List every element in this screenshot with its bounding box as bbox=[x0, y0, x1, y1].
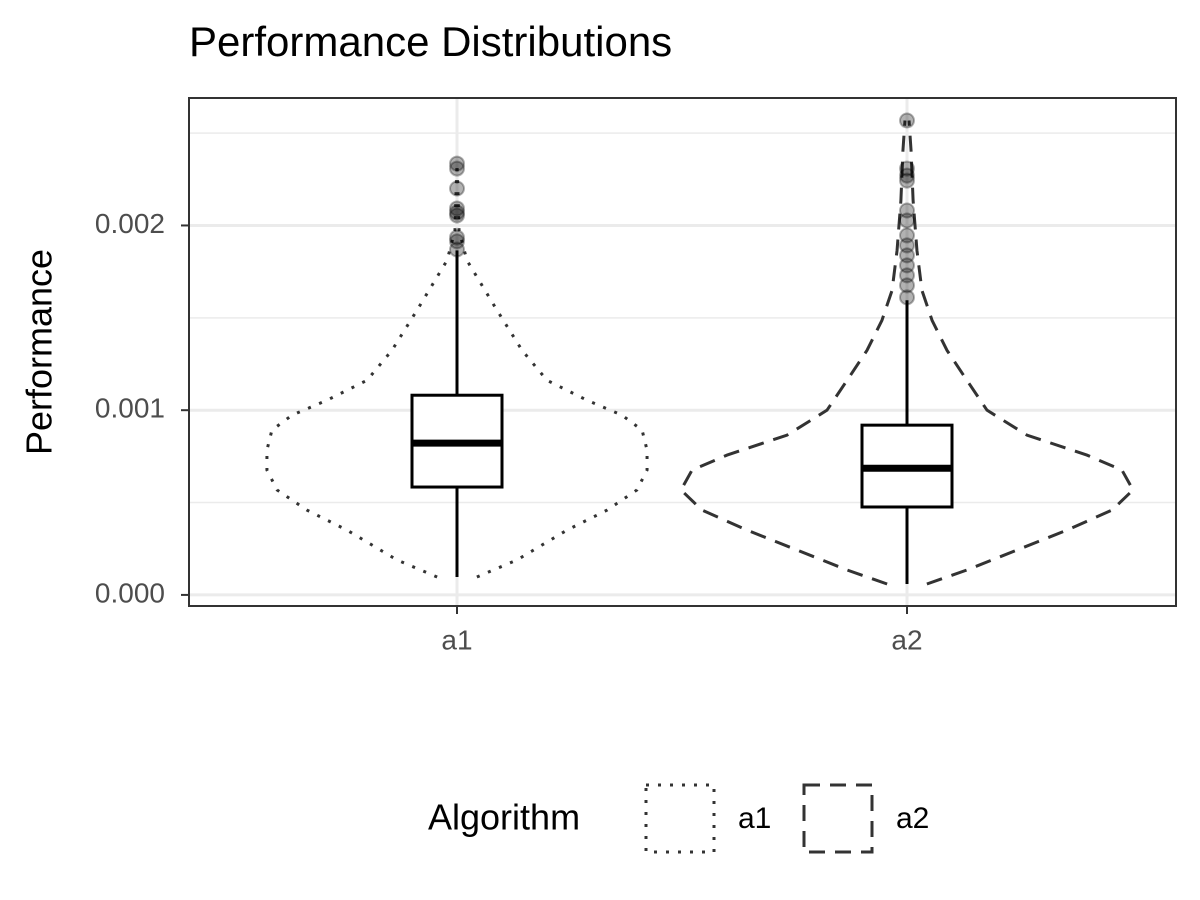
outlier bbox=[899, 257, 915, 274]
outlier bbox=[449, 207, 465, 224]
outlier bbox=[899, 212, 915, 229]
x-tick-label: a1 bbox=[441, 624, 472, 655]
legend-key bbox=[802, 783, 874, 854]
outlier bbox=[449, 241, 465, 258]
outlier bbox=[899, 289, 915, 306]
legend-label: a1 bbox=[738, 802, 771, 835]
legend-key bbox=[644, 783, 716, 854]
outlier bbox=[899, 247, 915, 264]
outlier bbox=[899, 172, 915, 189]
x-tick-label: a2 bbox=[891, 624, 922, 655]
outlier bbox=[899, 202, 915, 219]
outlier bbox=[899, 167, 915, 184]
outlier bbox=[449, 160, 465, 177]
violin-outline bbox=[679, 120, 907, 586]
outlier bbox=[449, 200, 465, 217]
outlier bbox=[449, 180, 465, 197]
outlier bbox=[449, 233, 465, 250]
y-axis-label: Performance bbox=[19, 249, 60, 455]
outlier bbox=[449, 229, 465, 246]
legend-label: a2 bbox=[896, 802, 929, 835]
outlier bbox=[449, 155, 465, 172]
y-tick-label: 0.000 bbox=[95, 577, 165, 608]
outlier bbox=[899, 237, 915, 254]
outlier bbox=[899, 277, 915, 294]
outlier bbox=[899, 267, 915, 284]
legend-title: Algorithm bbox=[428, 797, 580, 838]
outlier bbox=[449, 204, 465, 221]
outlier bbox=[899, 227, 915, 244]
chart-title: Performance Distributions bbox=[189, 18, 672, 65]
outlier bbox=[899, 160, 915, 177]
plot-border bbox=[188, 97, 1177, 607]
outlier bbox=[899, 112, 915, 129]
y-tick-label: 0.001 bbox=[95, 393, 165, 424]
violin-outline bbox=[907, 120, 1135, 586]
plot-background bbox=[189, 98, 1176, 606]
y-tick-label: 0.002 bbox=[95, 208, 165, 239]
